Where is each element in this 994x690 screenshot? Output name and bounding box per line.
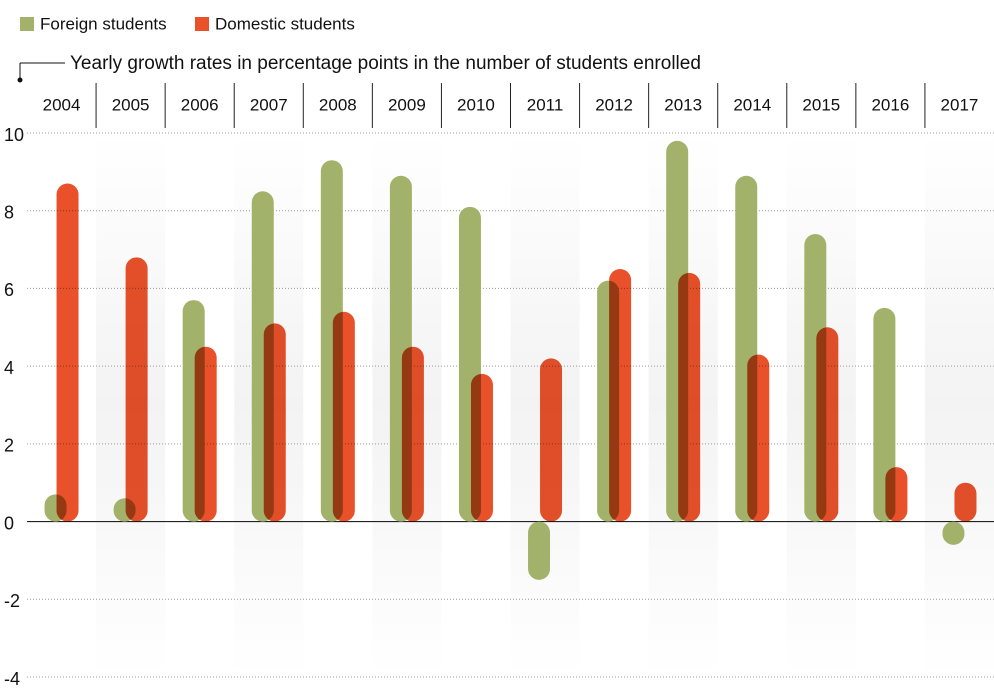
legend-label: Foreign students: [40, 14, 167, 33]
bar: [954, 482, 977, 522]
x-tick-label: 2012: [595, 95, 633, 114]
legend-swatch: [195, 17, 209, 31]
y-tick-label: 2: [4, 436, 14, 456]
bar: [678, 272, 701, 522]
x-tick-label: 2004: [43, 95, 81, 114]
bar: [401, 346, 424, 522]
legend-swatch: [20, 17, 34, 31]
y-tick-label: -2: [4, 591, 20, 611]
y-tick-label: 4: [4, 358, 14, 378]
column-shade: [924, 133, 994, 677]
bar: [56, 183, 79, 522]
bar: [540, 358, 563, 522]
x-tick-label: 2008: [319, 95, 357, 114]
bar: [885, 467, 908, 522]
x-tick-label: 2005: [112, 95, 150, 114]
x-tick-label: 2006: [181, 95, 219, 114]
bar: [609, 269, 632, 522]
x-tick-label: 2013: [664, 95, 702, 114]
bar: [942, 521, 965, 545]
bar: [470, 373, 493, 522]
title-dot: [17, 77, 23, 83]
bar: [528, 521, 551, 580]
y-tick-label: 0: [4, 513, 14, 533]
y-tick-label: 8: [4, 202, 14, 222]
x-tick-label: 2015: [802, 95, 840, 114]
bar: [194, 346, 217, 522]
x-tick-label: 2009: [388, 95, 426, 114]
bar: [816, 327, 839, 522]
bar: [125, 257, 148, 522]
y-tick-label: 6: [4, 280, 14, 300]
bar: [873, 307, 896, 522]
x-tick-label: 2016: [871, 95, 909, 114]
legend-label: Domestic students: [215, 14, 355, 33]
y-tick-label: -4: [4, 669, 20, 689]
x-tick-label: 2014: [733, 95, 771, 114]
bar: [332, 311, 355, 522]
x-tick-label: 2017: [941, 95, 979, 114]
x-tick-label: 2007: [250, 95, 288, 114]
bar: [263, 323, 286, 522]
x-tick-label: 2011: [527, 95, 564, 114]
y-tick-label: 10: [4, 125, 24, 145]
bar: [747, 354, 770, 522]
chart-title: Yearly growth rates in percentage points…: [70, 53, 701, 74]
x-tick-label: 2010: [457, 95, 495, 114]
